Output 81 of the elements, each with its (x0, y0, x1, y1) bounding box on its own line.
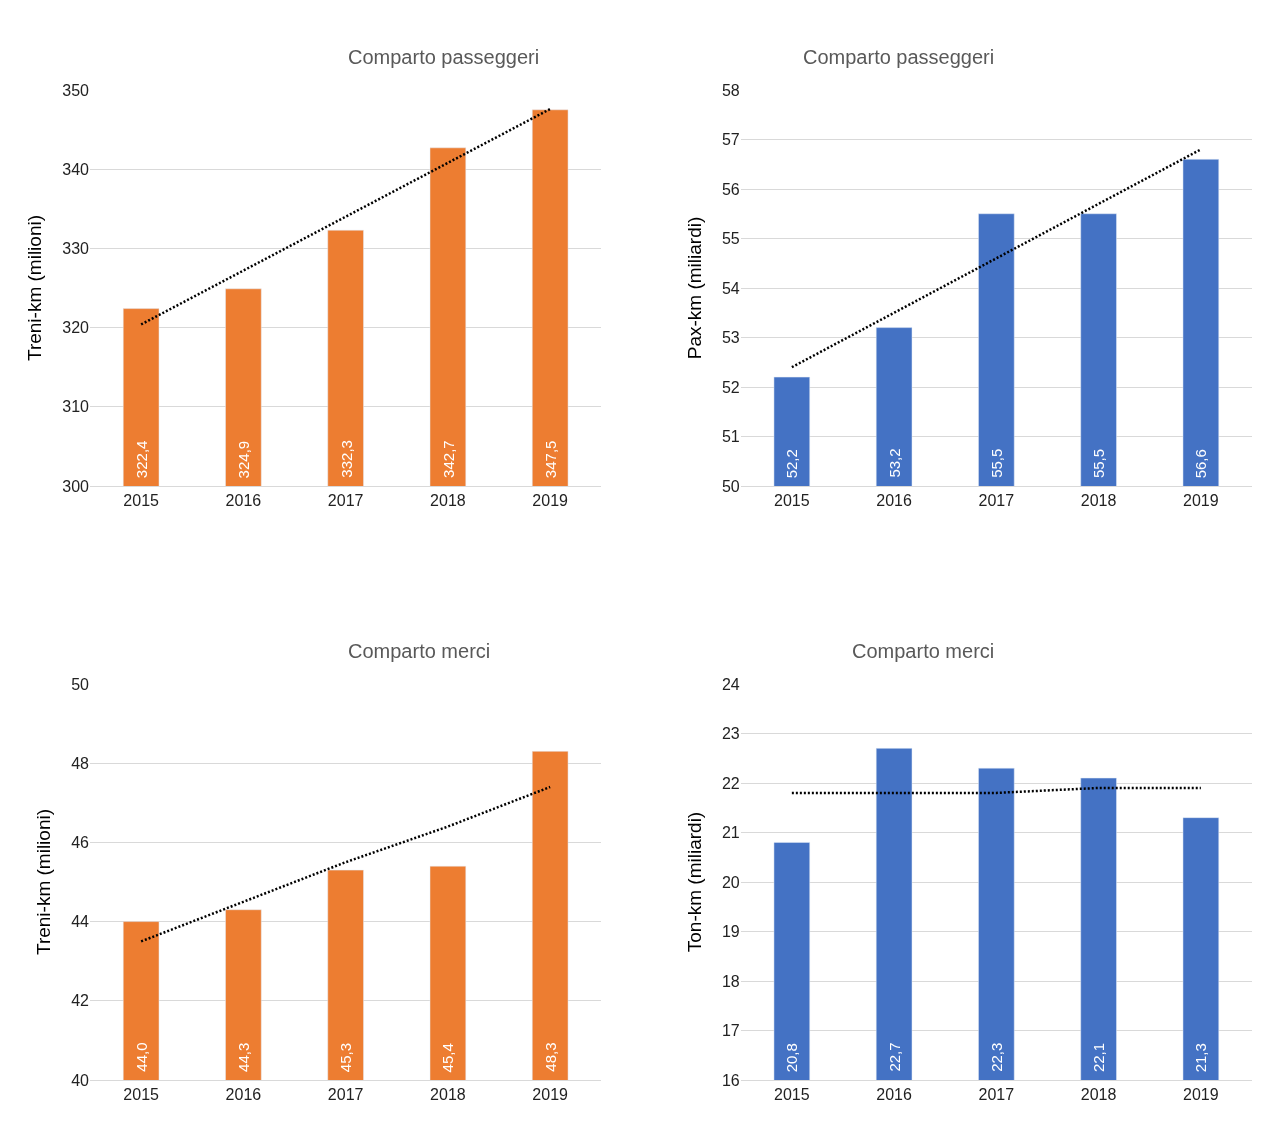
data-label: 324,9 (235, 440, 253, 479)
x-tick-label: 2019 (532, 1086, 569, 1104)
y-tick-label: 54 (721, 279, 740, 297)
x-tick-label: 2016 (876, 1086, 912, 1104)
y-tick-label: 330 (62, 240, 90, 257)
y-tick-label: 340 (62, 160, 90, 178)
x-tick-label: 2015 (123, 1086, 160, 1104)
chart-title: Comparto merci (852, 640, 995, 662)
line-series (790, 148, 1203, 369)
x-tick-label: 2017 (327, 492, 364, 510)
y-tick-label: 19 (721, 923, 740, 941)
x-tick-label: 2019 (1183, 492, 1219, 510)
y-tick-label: 350 (62, 81, 90, 99)
y-axis-title: Treni-km (milioni) (33, 808, 55, 956)
data-label: 48,3 (541, 1042, 559, 1072)
y-tick-label: 40 (71, 1071, 90, 1089)
line-series (139, 107, 552, 326)
data-label: 45,3 (337, 1042, 355, 1073)
y-tick-label: 57 (721, 131, 740, 149)
y-axis-title: Pax-km (miliardi) (683, 216, 705, 360)
y-tick-label: 16 (721, 1071, 740, 1089)
data-label: 22,1 (1090, 1042, 1108, 1073)
x-tick-label: 2016 (225, 492, 262, 510)
data-label: 20,8 (783, 1043, 801, 1073)
y-tick-label: 24 (721, 675, 740, 693)
y-tick-label: 56 (721, 180, 740, 198)
data-label: 44,0 (132, 1042, 150, 1072)
x-tick-label: 2018 (430, 492, 466, 510)
chart-title: Comparto passeggeri (348, 46, 540, 68)
x-tick-label: 2018 (1080, 492, 1117, 510)
data-label: 332,3 (337, 440, 355, 478)
y-tick-label: 48 (71, 754, 90, 772)
x-tick-label: 2017 (978, 492, 1015, 510)
y-tick-label: 51 (721, 428, 740, 446)
x-tick-label: 2018 (430, 1086, 466, 1104)
y-tick-label: 18 (721, 972, 740, 990)
data-label: 322,4 (133, 440, 151, 479)
y-tick-label: 23 (721, 725, 740, 743)
y-tick-label: 44 (71, 913, 90, 931)
y-tick-label: 52 (721, 378, 740, 396)
y-tick-label: 53 (721, 329, 740, 347)
data-label: 347,5 (542, 440, 560, 479)
y-tick-label: 21 (721, 824, 740, 842)
x-tick-label: 2017 (978, 1086, 1015, 1104)
y-tick-label: 55 (721, 230, 740, 248)
data-label: 22,7 (885, 1042, 903, 1072)
y-tick-label: 20 (721, 873, 740, 891)
y-tick-label: 42 (71, 992, 90, 1010)
data-label: 55,5 (1090, 448, 1108, 479)
chart-title: Comparto merci (348, 640, 491, 662)
data-label: 22,3 (987, 1042, 1005, 1072)
x-tick-label: 2018 (1080, 1086, 1117, 1104)
y-tick-label: 58 (721, 81, 740, 99)
x-tick-label: 2019 (1183, 1086, 1219, 1104)
x-tick-label: 2015 (774, 492, 810, 510)
data-label: 21,3 (1192, 1043, 1210, 1073)
data-label: 52,2 (783, 449, 801, 479)
x-tick-label: 2019 (532, 492, 569, 510)
chart-title: Comparto passeggeri (803, 46, 995, 68)
data-label: 53,2 (885, 448, 903, 478)
y-tick-label: 46 (71, 834, 90, 851)
y-tick-label: 310 (62, 398, 90, 416)
y-tick-label: 50 (71, 675, 90, 693)
y-tick-label: 22 (721, 774, 740, 792)
data-label: 56,6 (1192, 449, 1210, 479)
y-axis-title: Treni-km (milioni) (24, 214, 46, 362)
y-tick-label: 300 (62, 477, 90, 495)
y-tick-label: 17 (721, 1022, 740, 1040)
x-tick-label: 2017 (327, 1086, 364, 1104)
data-label: 44,3 (234, 1042, 252, 1072)
y-axis-title: Ton-km (miliardi) (683, 811, 705, 953)
x-tick-label: 2016 (876, 492, 912, 510)
y-tick-label: 320 (62, 319, 90, 337)
x-tick-label: 2016 (225, 1086, 262, 1104)
x-tick-label: 2015 (123, 492, 160, 510)
y-tick-label: 50 (721, 477, 740, 495)
x-tick-label: 2015 (774, 1086, 810, 1104)
data-label: 45,4 (439, 1043, 457, 1073)
data-label: 55,5 (987, 448, 1005, 478)
line-series (139, 785, 552, 943)
data-label: 342,7 (439, 440, 457, 478)
